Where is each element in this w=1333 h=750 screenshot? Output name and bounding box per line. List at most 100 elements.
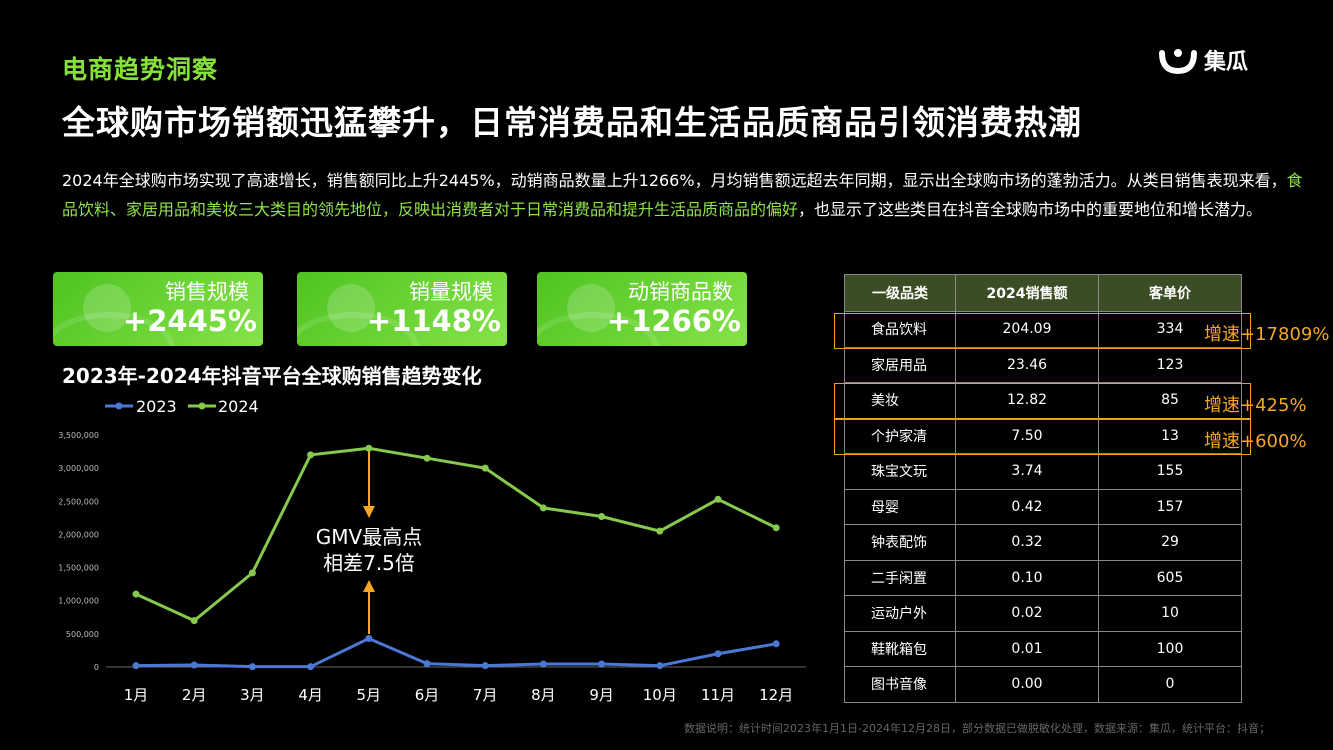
table-row: 食品饮料 204.09 334: [844, 311, 1242, 348]
data-point-2023: [248, 663, 256, 671]
cell-sales: 7.50: [955, 417, 1099, 454]
data-point-2023: [714, 650, 722, 658]
data-point-2024: [598, 513, 606, 521]
chart-icon: [83, 284, 131, 332]
table-row: 图书音像 0.00 0: [844, 666, 1242, 703]
x-tick-label: 11月: [701, 686, 735, 704]
series-line-2023: [135, 636, 777, 669]
data-point-2024: [714, 495, 722, 503]
kpi-card-products: 动销商品数 +1266%: [537, 272, 747, 346]
kpi-label: 销量规模: [409, 280, 493, 304]
cell-unit-price: 85: [1098, 382, 1242, 419]
chart-legend: 2023 2024: [105, 397, 259, 416]
y-tick-label: 2,500,000: [58, 497, 99, 506]
yen-icon: [567, 284, 615, 332]
data-point-2024: [423, 454, 431, 462]
y-tick-label: 500,000: [66, 630, 99, 639]
data-point-2023: [539, 660, 547, 668]
x-tick-label: 6月: [415, 686, 440, 704]
cell-sales: 0.42: [955, 488, 1099, 525]
growth-note-food: 增速+17809%: [1204, 324, 1330, 345]
data-point-2024: [772, 524, 780, 532]
x-tick-label: 1月: [124, 686, 149, 704]
cell-category: 钟表配饰: [844, 524, 956, 561]
document-icon: [327, 284, 375, 332]
x-tick-label: 7月: [473, 686, 498, 704]
data-point-2023: [365, 634, 373, 642]
y-tick-label: 0: [94, 663, 99, 672]
cell-sales: 204.09: [955, 311, 1099, 348]
legend-marker-2023: [115, 402, 123, 410]
kpi-value: +2445%: [122, 304, 257, 338]
intro-text-2: ，也显示了这些类目在抖音全球购市场中的重要地位和增长潜力。: [798, 200, 1263, 219]
cell-unit-price: 605: [1098, 559, 1242, 596]
x-tick-label: 3月: [240, 686, 265, 704]
annotation-line-2: 相差7.5倍: [323, 551, 415, 575]
data-point-2024: [481, 464, 489, 472]
cell-unit-price: 123: [1098, 346, 1242, 383]
cell-category: 鞋靴箱包: [844, 630, 956, 667]
kpi-card-sales: 销售规模 +2445%: [53, 272, 263, 346]
data-point-2024: [307, 451, 315, 459]
cell-category: 图书音像: [844, 666, 956, 703]
data-point-2023: [656, 662, 664, 670]
y-tick-label: 2,000,000: [58, 530, 99, 539]
brand-icon: [1159, 49, 1197, 75]
kpi-label: 动销商品数: [628, 280, 733, 304]
chart-title: 2023年-2024年抖音平台全球购销售趋势变化: [62, 364, 482, 388]
kpi-card-volume: 销量规模 +1148%: [297, 272, 507, 346]
cell-unit-price: 100: [1098, 630, 1242, 667]
table-row: 钟表配饰 0.32 29: [844, 524, 1242, 561]
cell-category: 美妆: [844, 382, 956, 419]
table-row: 二手闲置 0.10 605: [844, 559, 1242, 596]
x-axis-ticks: 1月 2月 3月 4月 5月 6月 7月 8月 9月 10月 11月 12月: [124, 686, 794, 704]
x-tick-label: 10月: [643, 686, 677, 704]
table-row: 家居用品 23.46 123: [844, 346, 1242, 383]
section-tag: 电商趋势洞察: [62, 55, 219, 84]
growth-note-personal-care: 增速+600%: [1204, 431, 1307, 452]
highlight-box-beauty: [834, 383, 1251, 419]
growth-note-beauty: 增速+425%: [1204, 395, 1307, 416]
data-point-2023: [307, 663, 315, 671]
category-table-wrap: 一级品类 2024销售额 客单价 食品饮料 204.09 334 家居用品 23.46 1…: [844, 274, 1242, 703]
table-row: 珠宝文玩 3.74 155: [844, 453, 1242, 490]
kpi-value: +1148%: [366, 304, 501, 338]
kpi-value: +1266%: [606, 304, 741, 338]
y-axis-ticks: 3,500,000 3,000,000 2,500,000 2,000,000 1,50…: [58, 431, 99, 672]
data-point-2023: [772, 640, 780, 648]
cell-sales: 0.00: [955, 666, 1099, 703]
x-tick-label: 8月: [531, 686, 556, 704]
line-chart: 2023 2024 3,500,000 3,000,000 2,500,000 2,0…: [58, 397, 806, 704]
brand-logo: 集瓜: [1158, 44, 1248, 76]
page-title: 全球购市场销额迅猛攀升，日常消费品和生活品质商品引领消费热潮: [62, 103, 1082, 142]
header-unit-price: 客单价: [1098, 274, 1242, 312]
intro-text-1: 2024年全球购市场实现了高速增长，销售额同比上升2445%，动销商品数量上升1…: [62, 171, 1287, 190]
kpi-label: 销售规模: [165, 280, 249, 304]
cell-category: 二手闲置: [844, 559, 956, 596]
data-point-2023: [423, 660, 431, 668]
table-row: 美妆 12.82 85: [844, 382, 1242, 419]
cell-sales: 23.46: [955, 346, 1099, 383]
highlight-box-personal-care: [834, 419, 1251, 455]
data-point-2024: [132, 590, 140, 598]
data-point-2024: [248, 569, 256, 577]
cell-sales: 0.01: [955, 630, 1099, 667]
data-point-2024: [190, 617, 198, 625]
y-tick-label: 1,500,000: [58, 564, 99, 573]
legend-label-2023: 2023: [136, 397, 177, 416]
annotation-line-1: GMV最高点: [316, 525, 422, 549]
cell-unit-price: 10: [1098, 595, 1242, 632]
y-tick-label: 1,000,000: [58, 597, 99, 606]
x-tick-label: 4月: [298, 686, 323, 704]
table-row: 运动户外 0.02 10: [844, 595, 1242, 632]
cell-sales: 0.10: [955, 559, 1099, 596]
legend-label-2024: 2024: [218, 397, 259, 416]
intro-paragraph: 2024年全球购市场实现了高速增长，销售额同比上升2445%，动销商品数量上升1…: [62, 166, 1307, 224]
data-point-2023: [190, 661, 198, 669]
x-tick-label: 12月: [759, 686, 793, 704]
cell-unit-price: 29: [1098, 524, 1242, 561]
header-category: 一级品类: [844, 274, 956, 312]
table-row: 母婴 0.42 157: [844, 488, 1242, 525]
brand-name: 集瓜: [1204, 50, 1249, 75]
footnote: 数据说明：统计时间2023年1月1日-2024年12月28日，部分数据已做脱敏化…: [684, 722, 1270, 735]
